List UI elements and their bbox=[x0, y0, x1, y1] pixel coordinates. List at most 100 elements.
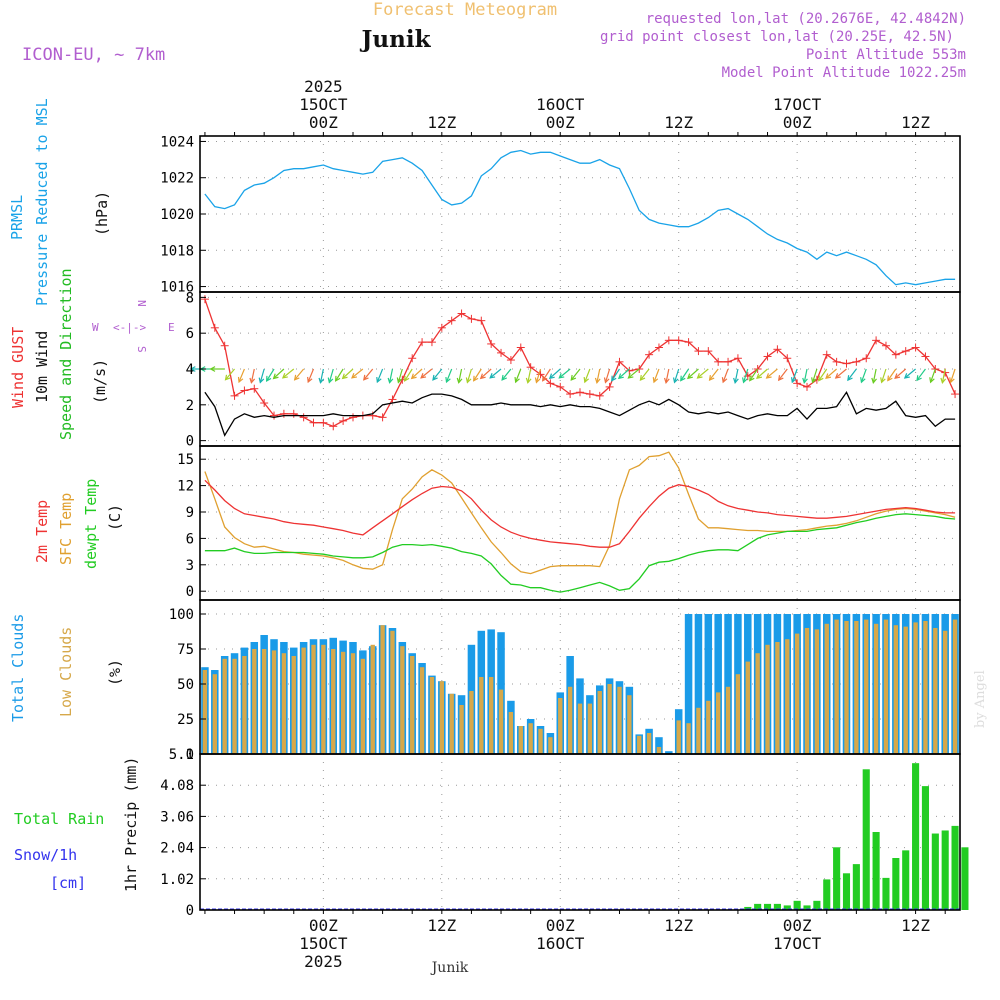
low-cloud-bar bbox=[814, 629, 820, 754]
wind-direction-arrow bbox=[534, 368, 542, 384]
low-cloud-bar bbox=[676, 720, 681, 754]
arrow-head bbox=[410, 373, 417, 380]
total-cloud-bar bbox=[684, 614, 693, 754]
arrow-shaft bbox=[673, 368, 680, 383]
arrow-shaft bbox=[825, 368, 838, 379]
arrow-head bbox=[696, 373, 703, 379]
precipitation-ytick-label: 5.1 bbox=[169, 747, 194, 763]
wind-direction-arrow bbox=[733, 368, 739, 384]
wind-direction-arrow bbox=[756, 368, 768, 380]
arrow-head bbox=[639, 374, 646, 381]
arrow-head bbox=[272, 373, 279, 380]
wind-direction-arrow bbox=[742, 368, 749, 384]
arrow-head bbox=[871, 377, 877, 384]
wind-direction-arrow bbox=[680, 368, 690, 382]
rain-bar bbox=[783, 905, 791, 910]
pressure-ytick-label: 1018 bbox=[160, 243, 194, 259]
rain-bar bbox=[823, 879, 831, 910]
arrow-head bbox=[617, 373, 624, 380]
rain-bar bbox=[882, 877, 890, 910]
compass-west: W bbox=[92, 321, 99, 334]
wind-direction-arrow bbox=[376, 368, 384, 384]
wind-direction-arrow bbox=[281, 368, 295, 379]
arrow-head bbox=[834, 373, 841, 379]
arrow-shaft bbox=[319, 368, 324, 383]
arrow-head bbox=[777, 375, 784, 382]
low-cloud-bar bbox=[301, 647, 306, 754]
low-cloud-bar bbox=[637, 735, 642, 754]
precipitation-ytick-label: 0 bbox=[186, 903, 194, 919]
wind-gust-marker bbox=[220, 341, 229, 350]
wind-direction-arrow bbox=[811, 368, 818, 384]
wind-gust-marker bbox=[724, 357, 733, 366]
low-cloud-bar bbox=[765, 644, 770, 754]
wind-gust-marker bbox=[664, 336, 673, 345]
wind-direction-arrow bbox=[318, 368, 325, 384]
arrow-shaft bbox=[916, 368, 926, 381]
rain-bar bbox=[862, 769, 870, 910]
arrow-shaft bbox=[894, 368, 907, 379]
low-cloud-bar bbox=[952, 619, 958, 754]
bottom-time-label: 00Z bbox=[309, 916, 338, 935]
wind-direction-arrow bbox=[583, 368, 591, 384]
bottom-time-label: 16OCT bbox=[536, 934, 585, 953]
low-cloud-bar bbox=[202, 670, 208, 754]
arrow-shaft bbox=[282, 368, 295, 379]
bottom-time-label: 00Z bbox=[783, 916, 812, 935]
arrow-head bbox=[432, 374, 438, 381]
wind-gust-marker bbox=[832, 357, 841, 366]
wind-direction-arrow bbox=[548, 368, 561, 380]
wind-direction-arrow bbox=[249, 368, 256, 384]
low-cloud-bar bbox=[498, 689, 504, 754]
arrow-head bbox=[916, 375, 922, 382]
arrow-head bbox=[514, 376, 520, 384]
wind-direction-arrow bbox=[880, 368, 887, 384]
arrow-shaft bbox=[596, 368, 601, 383]
pressure-panel-frame bbox=[199, 135, 961, 293]
rain-bar bbox=[803, 905, 811, 910]
bottom-time-label: 12Z bbox=[427, 916, 456, 935]
arrow-shaft bbox=[722, 368, 729, 383]
wind-gust-marker bbox=[418, 338, 427, 347]
wind-direction-arrow bbox=[721, 368, 729, 384]
arrow-head bbox=[652, 377, 659, 384]
arrow-head bbox=[687, 373, 693, 380]
wind-gust-marker bbox=[585, 390, 594, 399]
arrow-head bbox=[594, 377, 601, 384]
low-cloud-bar bbox=[735, 674, 741, 754]
low-cloud-bar bbox=[449, 693, 454, 754]
low-cloud-bar bbox=[686, 723, 691, 754]
low-cloud-bar bbox=[410, 656, 415, 754]
arrow-shaft bbox=[611, 368, 620, 382]
arrow-shaft bbox=[376, 368, 384, 383]
low-cloud-bar bbox=[469, 691, 474, 754]
arrow-head bbox=[351, 372, 358, 379]
wind-gust-marker bbox=[566, 390, 575, 399]
wind-gust-marker bbox=[467, 314, 476, 323]
clouds-ytick-label: 0 bbox=[186, 747, 194, 763]
pressure-line bbox=[204, 149, 956, 286]
wind-direction-arrow bbox=[525, 368, 532, 384]
wind-gust-marker bbox=[487, 339, 496, 348]
rain-bar bbox=[852, 864, 860, 910]
wind-gust-marker bbox=[447, 316, 456, 325]
wind-gust-marker bbox=[694, 347, 703, 356]
wind-direction-arrow bbox=[334, 368, 344, 382]
low-cloud-bar bbox=[252, 649, 257, 754]
low-cloud-bar bbox=[903, 626, 908, 754]
arrow-head bbox=[733, 377, 739, 384]
arrow-head bbox=[663, 377, 670, 384]
rain-bar bbox=[754, 903, 762, 910]
wind-direction-arrow bbox=[672, 368, 680, 384]
arrow-shaft bbox=[628, 368, 640, 379]
arrow-head bbox=[929, 377, 935, 384]
temperature-ytick-label: 12 bbox=[177, 479, 194, 495]
wind-direction-arrow bbox=[929, 368, 936, 384]
arrow-shaft bbox=[549, 368, 561, 379]
low-cloud-bar bbox=[390, 630, 395, 754]
pressure-unit: (hPa) bbox=[93, 191, 111, 236]
low-cloud-bar bbox=[232, 658, 237, 754]
arrow-shaft bbox=[351, 368, 364, 379]
arrow-head bbox=[847, 375, 853, 382]
low-cloud-bar bbox=[419, 667, 425, 754]
